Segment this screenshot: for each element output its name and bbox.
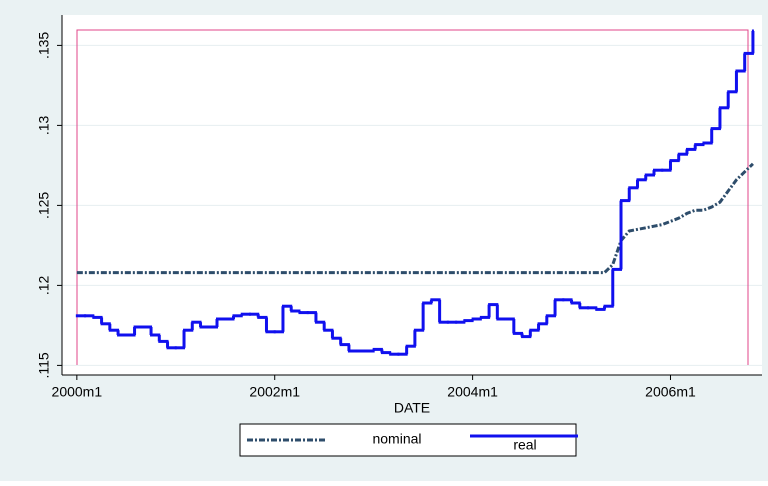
legend-items: nominal real: [247, 431, 578, 453]
x-tick-label: 2004m1: [447, 384, 498, 400]
y-tick-label: .13: [36, 115, 52, 135]
x-tick-label: 2006m1: [645, 384, 696, 400]
x-tick-label: 2002m1: [249, 384, 300, 400]
grid: [62, 44, 762, 366]
y-tick-label: .12: [36, 275, 52, 295]
x-tick-label: 2000m1: [52, 384, 103, 400]
plot-area: [62, 15, 762, 375]
marks: [75, 29, 755, 356]
y-tick-label: .115: [36, 352, 52, 378]
x-axis-title: DATE: [394, 400, 430, 416]
y-tick-label: .125: [36, 192, 52, 219]
legend-label: real: [513, 437, 536, 453]
series-line: [76, 162, 754, 275]
legend-label: nominal: [372, 431, 421, 447]
frame-line: [76, 29, 749, 365]
y-tick-label: .135: [36, 32, 52, 59]
